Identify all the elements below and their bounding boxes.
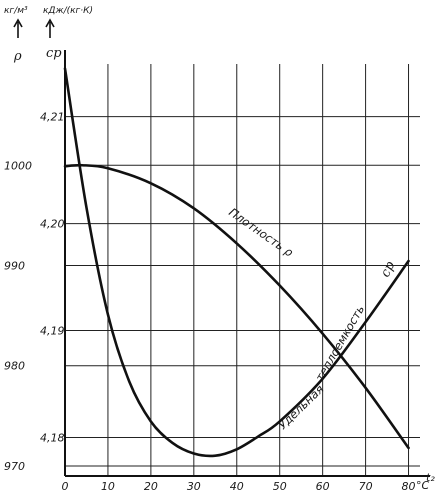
heat-capacity-curve: [63, 67, 410, 458]
x-extra-label: t₂: [426, 471, 435, 484]
y-inner-symbol: cp: [46, 46, 62, 61]
y-inner-unit: кДж/(кг·К): [43, 6, 93, 16]
heat-capacity-symbol-label: cp: [378, 259, 398, 280]
x-unit: °C: [416, 479, 430, 492]
y-left-symbol: ρ: [13, 49, 22, 64]
x-tick-10: 10: [101, 480, 115, 493]
heat-capacity-label-word1: Удельная: [275, 382, 326, 432]
y-inner-unit-arrow: [45, 18, 55, 38]
heat-capacity-label-word2: теплоемкость: [312, 303, 367, 384]
y-inner-tick-4,18: 4,18: [40, 432, 65, 445]
y-left-unit-arrow: [13, 18, 23, 38]
x-tick-70: 70: [359, 480, 373, 493]
tick-labels: 0 10 20 30 40 50 60 70 80 970 980 990 1000 4,18 4,19 4,…: [4, 111, 416, 493]
x-tick-20: 20: [144, 480, 158, 493]
x-tick-80: 80: [402, 480, 416, 493]
x-tick-60: 60: [316, 480, 330, 493]
y-inner-tick-4,19: 4,19: [40, 325, 65, 338]
y-left-tick-990: 990: [4, 259, 25, 272]
y-left-unit: кг/м³: [4, 6, 28, 16]
series-lines: [63, 67, 410, 458]
density-curve: [63, 163, 410, 450]
grid: [65, 64, 420, 476]
axes: [13, 18, 430, 477]
y-left-tick-1000: 1000: [4, 159, 32, 172]
x-tick-0: 0: [62, 480, 69, 493]
y-left-tick-970: 970: [4, 460, 25, 473]
x-tick-50: 50: [273, 480, 287, 493]
y-inner-tick-4,20: 4,20: [40, 218, 65, 231]
x-tick-30: 30: [187, 480, 201, 493]
x-tick-40: 40: [230, 480, 244, 493]
y-inner-tick-4,21: 4,21: [40, 111, 65, 124]
y-left-tick-980: 980: [4, 360, 25, 373]
